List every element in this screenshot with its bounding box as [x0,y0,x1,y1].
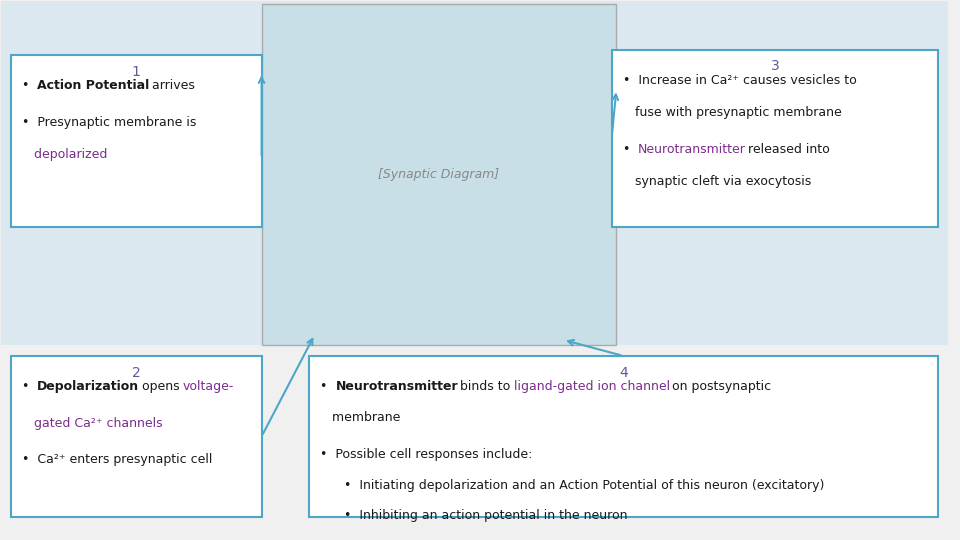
FancyBboxPatch shape [11,356,261,517]
Text: •  Increase in Ca²⁺ causes vesicles to: • Increase in Ca²⁺ causes vesicles to [623,74,856,87]
Text: voltage-: voltage- [183,380,234,393]
Text: arrives: arrives [148,79,195,92]
Text: released into: released into [744,143,830,156]
Text: Action Potential: Action Potential [37,79,150,92]
FancyBboxPatch shape [11,55,261,227]
Text: •: • [321,380,336,393]
Text: •  Initiating depolarization and an Action Potential of this neuron (excitatory): • Initiating depolarization and an Actio… [321,479,825,492]
Text: on postsynaptic: on postsynaptic [667,380,771,393]
Text: •  Presynaptic membrane is: • Presynaptic membrane is [22,116,197,129]
Text: 1: 1 [132,65,141,79]
FancyBboxPatch shape [612,50,938,227]
Text: 3: 3 [771,59,780,73]
Text: binds to: binds to [456,380,515,393]
Text: 4: 4 [619,366,628,380]
Text: ligand-gated ion channel: ligand-gated ion channel [514,380,670,393]
Text: Neurotransmitter: Neurotransmitter [335,380,458,393]
Text: [Synaptic Diagram]: [Synaptic Diagram] [378,168,499,181]
Text: •  Inhibiting an action potential in the neuron: • Inhibiting an action potential in the … [321,509,628,522]
Text: fuse with presynaptic membrane: fuse with presynaptic membrane [623,106,842,119]
FancyBboxPatch shape [261,4,616,345]
Text: •: • [623,143,638,156]
Text: Depolarization: Depolarization [37,380,139,393]
FancyBboxPatch shape [309,356,938,517]
Text: •: • [22,79,37,92]
FancyBboxPatch shape [1,2,948,345]
Text: •  Possible cell responses include:: • Possible cell responses include: [321,448,533,461]
Text: membrane: membrane [321,411,400,424]
Text: •  Ca²⁺ enters presynaptic cell: • Ca²⁺ enters presynaptic cell [22,453,212,466]
Text: opens: opens [138,380,183,393]
Text: gated Ca²⁺ channels: gated Ca²⁺ channels [22,417,163,430]
Text: Neurotransmitter: Neurotransmitter [638,143,746,156]
Text: •: • [22,380,37,393]
Text: depolarized: depolarized [22,148,108,161]
Text: synaptic cleft via exocytosis: synaptic cleft via exocytosis [623,175,811,188]
Text: 2: 2 [132,366,140,380]
